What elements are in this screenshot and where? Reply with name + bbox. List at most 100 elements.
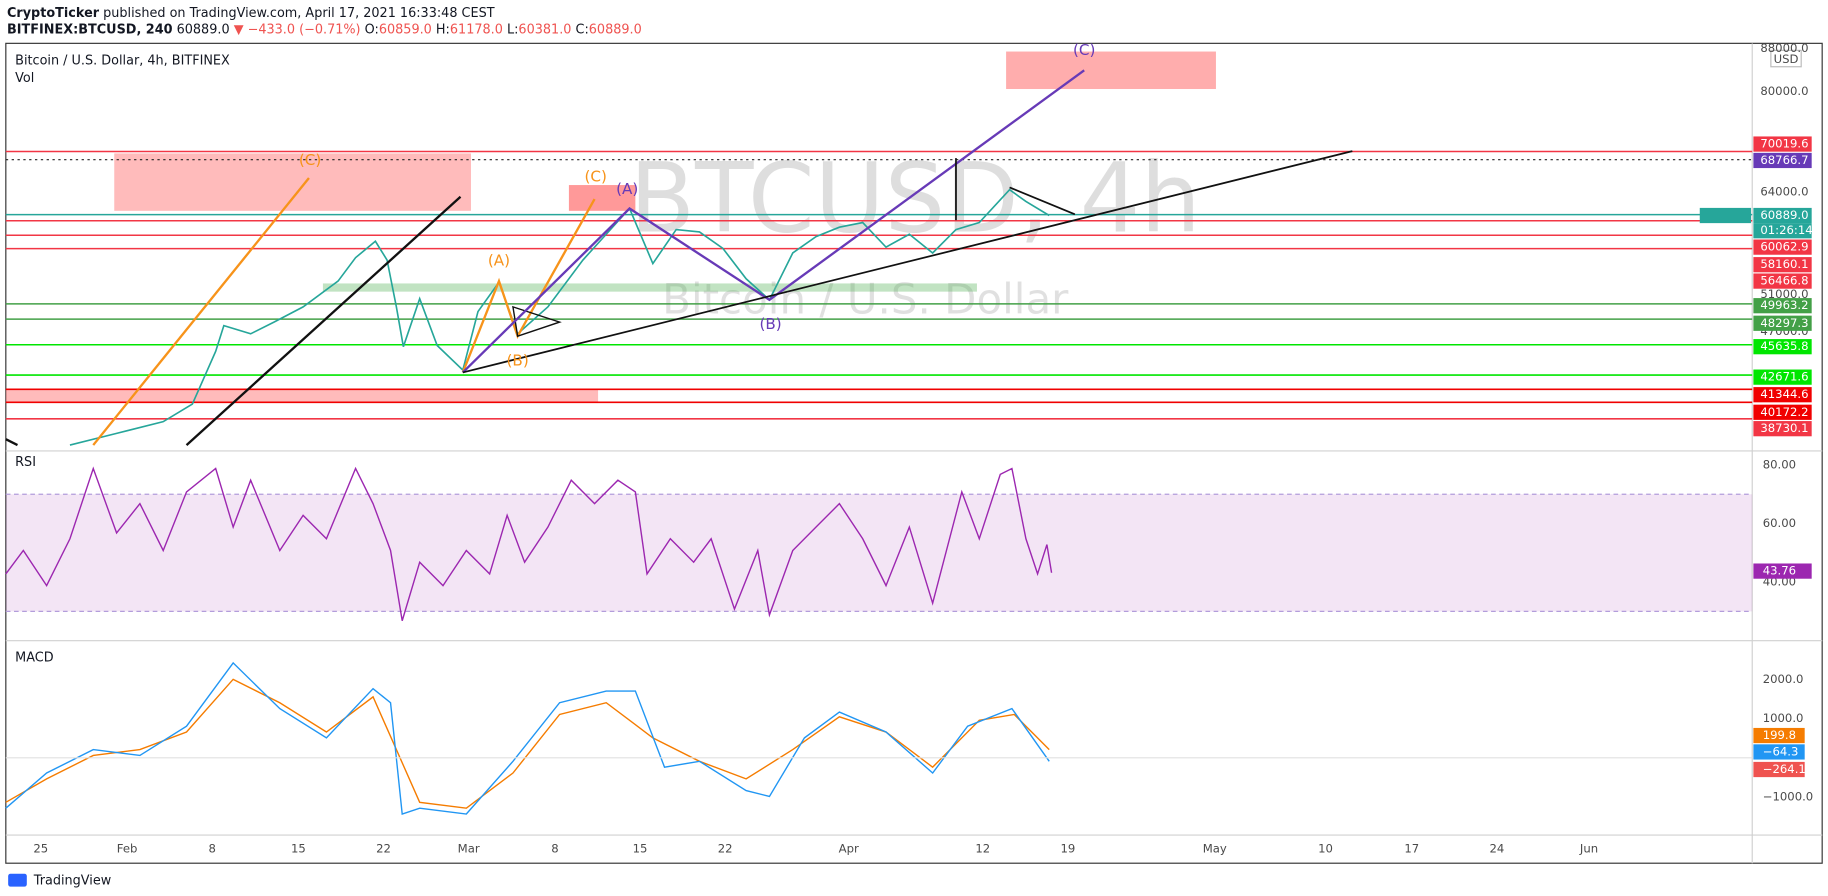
time-axis: 25 Feb 8 15 22 Mar 8 15 22 Apr 12 19 May… [33, 842, 1598, 856]
wave-label: (C) [1073, 41, 1095, 59]
price-tag-label: 48297.3 [1760, 316, 1808, 330]
time-label: 24 [1489, 842, 1504, 856]
support-zone [5, 390, 599, 403]
price-tag-label: 42671.6 [1760, 370, 1808, 384]
wave-label: (A) [488, 252, 510, 270]
wave-line [461, 198, 596, 373]
price-tag-label: 56466.8 [1760, 274, 1808, 288]
target-zone [114, 153, 471, 211]
price-tag [1753, 339, 1812, 355]
time-label: 22 [718, 842, 733, 856]
time-label: Mar [458, 842, 480, 856]
watermark-symbol: BTCUSD, 4h [630, 142, 1201, 254]
time-label: 17 [1404, 842, 1419, 856]
time-label: 22 [376, 842, 391, 856]
rsi-tick-label: 80.00 [1763, 457, 1796, 471]
time-label: 10 [1318, 842, 1333, 856]
trend-line [462, 150, 1353, 374]
time-label: 25 [33, 842, 48, 856]
rsi-tick-label: 60.00 [1763, 516, 1796, 530]
ohlc-key: H: [436, 22, 450, 37]
volume-label: Vol [15, 71, 34, 86]
symbol-tag [1699, 207, 1752, 224]
price-tag-label: 49963.2 [1760, 298, 1808, 312]
price: 60889.0 [177, 22, 230, 37]
price-tag [1753, 257, 1812, 273]
countdown-tag [1753, 223, 1812, 239]
price-tick-label: 88000.0 [1760, 41, 1808, 55]
wave-label: (A) [616, 180, 638, 198]
wave-label: (B) [507, 351, 529, 369]
price-tag [1753, 239, 1812, 255]
price-tag-label: 70019.6 [1760, 137, 1808, 151]
time-label: 15 [291, 842, 306, 856]
price-tag [1753, 273, 1812, 289]
price-tag [1753, 315, 1812, 331]
price-tag-label: 60889.0 [1760, 208, 1808, 222]
ohlc-key: L: [507, 22, 518, 37]
wave-label: (B) [759, 315, 781, 333]
price-tag-label: 45635.8 [1760, 339, 1808, 353]
price-tick-label: 80000.0 [1760, 84, 1808, 98]
time-label: 8 [551, 842, 558, 856]
ohlc-key: C: [576, 22, 589, 37]
time-label: 19 [1060, 842, 1075, 856]
macd-tag [1753, 744, 1805, 760]
ohlc-value: 60859.0 [379, 22, 432, 37]
currency-box [1770, 49, 1802, 68]
ohlc-value: 61178.0 [450, 22, 503, 37]
wedge-line [1009, 186, 1076, 216]
watermark-name: Bitcoin / U.S. Dollar [662, 275, 1069, 324]
wave-label: (C) [585, 167, 607, 185]
macd-tick-label: 2000.0 [1763, 672, 1804, 686]
countdown: 01:26:14 [1760, 223, 1812, 237]
ohlc-value: 60381.0 [518, 22, 571, 37]
time-label: 15 [633, 842, 648, 856]
trend-line [92, 177, 310, 446]
price-tag [1753, 369, 1812, 385]
rsi-label: RSI [15, 455, 36, 470]
rsi-tag [1753, 563, 1812, 579]
time-label: 8 [208, 842, 215, 856]
footer: TradingView [33, 873, 111, 888]
publisher: CryptoTicker [7, 5, 100, 20]
trend-line [185, 195, 462, 446]
price-tag [1753, 404, 1812, 420]
wave-line [462, 69, 1085, 374]
macd-label: MACD [15, 651, 54, 666]
chart-frame [5, 42, 1823, 864]
price-levels [5, 150, 1753, 420]
price-tag [1753, 298, 1812, 314]
price-tag-label: 68766.7 [1760, 153, 1808, 167]
logo [8, 873, 27, 887]
price-tag [1753, 207, 1812, 224]
wave-labels: (C) (C) (A) (B) (A) (B) (C) [299, 41, 1096, 369]
time-label: Feb [117, 842, 138, 856]
target-zone [1006, 51, 1216, 90]
ohlc-key: O: [365, 22, 379, 37]
drawings [5, 69, 1353, 447]
price-tag-label: 60062.9 [1760, 240, 1808, 254]
macd-tag [1753, 727, 1805, 744]
ohlc-value: 60889.0 [589, 22, 642, 37]
price-tag [1753, 421, 1812, 437]
price-tag [1753, 152, 1812, 169]
rsi-line [5, 466, 1053, 621]
macd-value: −264.1 [1763, 762, 1806, 776]
price-tag-label: 41344.6 [1760, 387, 1808, 401]
currency: USD [1774, 52, 1799, 66]
macd-tick-label: −1000.0 [1763, 790, 1814, 804]
header-line: CryptoTicker published on TradingView.co… [7, 5, 495, 20]
price-tag-label: 38730.1 [1760, 421, 1808, 435]
price-tag-label: 58160.1 [1760, 257, 1808, 271]
macd-tag [1753, 761, 1805, 778]
macd-value: 199.8 [1763, 728, 1796, 742]
time-label: 12 [975, 842, 990, 856]
trend-line [5, 438, 19, 447]
price-tag [1753, 136, 1812, 152]
chart-title: Bitcoin / U.S. Dollar, 4h, BITFINEX [15, 53, 230, 68]
rsi-value: 43.76 [1763, 564, 1796, 578]
macd-tick-label: 1000.0 [1763, 711, 1804, 725]
